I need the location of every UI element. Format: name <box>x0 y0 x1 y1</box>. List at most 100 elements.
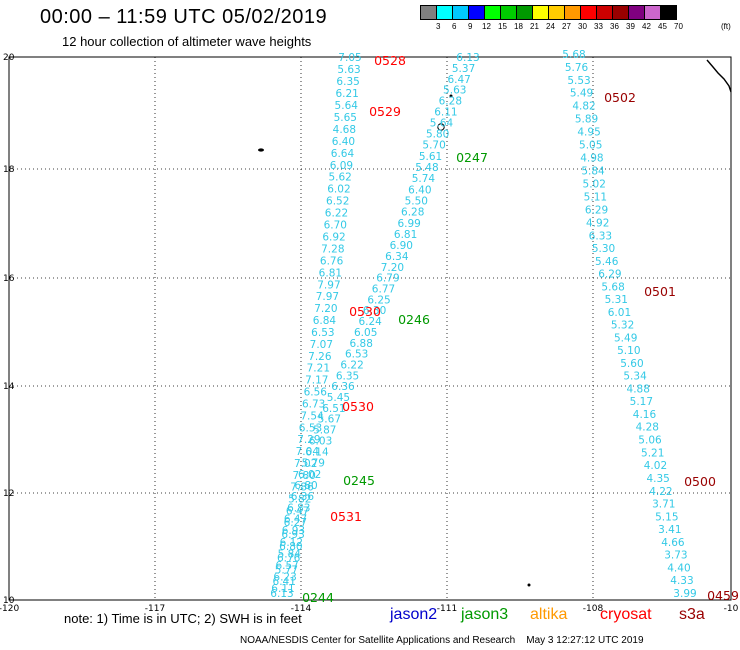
wave-height-value: 6.36 <box>291 491 315 503</box>
legend-tick: 18 <box>514 22 523 31</box>
wave-height-value: 6.24 <box>358 316 382 328</box>
pass-time-label: 0530 <box>342 399 374 414</box>
wave-height-value: 6.36 <box>331 381 355 393</box>
wave-height-value: 4.16 <box>633 409 657 421</box>
wave-height-value: 5.82 <box>288 494 311 506</box>
x-axis: -120 -117 -114 -111 -108 -10 <box>0 604 739 614</box>
wave-height-value: 7.28 <box>321 243 344 255</box>
wave-height-value: 4.82 <box>572 101 595 113</box>
wave-height-value: 6.35 <box>336 370 359 382</box>
wave-height-value: 5.48 <box>415 162 438 174</box>
coastline-path <box>706 59 732 93</box>
wave-height-value: 6.56 <box>304 387 328 399</box>
wave-height-value: 6.76 <box>277 553 301 565</box>
pass-time-label: 0244 <box>302 590 334 605</box>
wave-height-value: 7.17 <box>305 375 328 387</box>
wave-height-value: 6.41 <box>273 576 296 588</box>
wave-height-value: 5.64 <box>430 117 454 129</box>
wave-height-value: 6.22 <box>325 208 348 220</box>
y-tick-label: 10 <box>3 596 15 606</box>
legend-tick: 70 <box>674 22 683 31</box>
mission-label: jason3 <box>461 606 509 623</box>
island <box>437 123 445 131</box>
wave-height-value: 5.15 <box>655 511 678 523</box>
pass-time-label: 0459 <box>707 588 739 603</box>
y-tick-label: 14 <box>3 382 15 392</box>
wave-height-value: 6.52 <box>326 196 349 208</box>
wave-height-value: 6.47 <box>284 514 307 526</box>
pass-time-label: 0245 <box>343 473 375 488</box>
legend-tick: 39 <box>626 22 635 31</box>
wave-height-value: 6.23 <box>273 571 296 583</box>
wave-height-value: 6.90 <box>390 240 413 252</box>
wave-height-value: 3.99 <box>673 588 696 600</box>
y-axis: 20 18 16 14 12 10 <box>3 53 15 606</box>
mission-label: altika <box>530 606 568 623</box>
wave-height-value: 7.54 <box>300 410 324 422</box>
legend-tick: 30 <box>578 22 587 31</box>
pass-time-label: 0247 <box>456 150 488 165</box>
wave-height-value: 6.81 <box>319 267 342 279</box>
wave-height-value: 7.86 <box>290 482 314 494</box>
wave-height-value: 5.17 <box>630 396 653 408</box>
wave-height-value: 5.05 <box>579 139 602 151</box>
track-a: 7.055.636.356.215.645.654.686.406.646.09… <box>270 52 361 600</box>
wave-height-value: 4.68 <box>333 124 356 136</box>
wave-height-value: 7.97 <box>316 291 339 303</box>
wave-height-value: 7.20 <box>314 303 337 315</box>
x-tick-label: -111 <box>437 604 457 614</box>
legend-tick: 24 <box>546 22 555 31</box>
wave-height-value: 6.93 <box>281 529 304 541</box>
wave-height-value: 5.60 <box>620 358 643 370</box>
wave-height-value: 5.68 <box>601 281 624 293</box>
wave-height-value: 6.53 <box>345 349 368 361</box>
wave-height-value: 5.30 <box>592 243 615 255</box>
coastline <box>258 59 732 587</box>
legend-tick: 3 <box>436 22 441 31</box>
mission-label: jason2 <box>390 606 438 623</box>
wave-height-value: 6.76 <box>320 255 344 267</box>
wave-height-value: 7.80 <box>292 470 315 482</box>
legend-tick: 27 <box>562 22 571 31</box>
legend-tick: 36 <box>610 22 619 31</box>
y-tick-label: 20 <box>3 53 15 63</box>
wave-height-value: 7.97 <box>317 279 340 291</box>
pass-labels: 0528 0529 0530 0530 0531 0247 0246 0245 0244 0502… <box>302 53 739 605</box>
wave-height-value: 4.95 <box>577 126 600 138</box>
x-tick-label: -108 <box>583 604 604 614</box>
wave-height-value: 6.77 <box>372 283 395 295</box>
wave-height-value: 6.12 <box>280 537 303 549</box>
map-grid <box>9 57 731 600</box>
wave-height-value: 5.50 <box>405 196 428 208</box>
wave-height-value: 6.02 <box>327 184 350 196</box>
wave-height-value: 4.66 <box>661 537 685 549</box>
track-c: 5.685.765.535.494.825.894.955.054.985.84… <box>562 49 696 600</box>
wave-height-value: 5.67 <box>318 414 341 426</box>
track-b: 6.135.376.475.636.286.115.645.805.705.61… <box>271 52 479 595</box>
wave-height-value: 6.03 <box>309 435 332 447</box>
wave-height-value: 6.79 <box>376 273 399 285</box>
wave-height-value: 6.51 <box>322 403 345 415</box>
wave-height-value: 4.40 <box>667 562 690 574</box>
wave-height-value: 5.02 <box>583 178 606 190</box>
legend-tick: 15 <box>498 22 507 31</box>
legend-tick: 6 <box>452 22 457 31</box>
pass-time-label: 0529 <box>369 104 401 119</box>
page-subtitle: 12 hour collection of altimeter wave hei… <box>62 34 312 49</box>
pass-time-label: 0528 <box>374 53 406 68</box>
wave-height-value: 6.40 <box>408 184 431 196</box>
wave-height-value: 3.73 <box>664 550 687 562</box>
legend-tick: 9 <box>468 22 473 31</box>
wave-height-value: 5.84 <box>278 548 302 560</box>
island <box>449 94 453 98</box>
wave-height-value: 6.11 <box>271 583 294 595</box>
wave-height-value: 6.33 <box>589 231 612 243</box>
island <box>258 148 264 152</box>
legend-tick: 33 <box>594 22 603 31</box>
wave-height-value: 4.98 <box>580 152 603 164</box>
wave-height-value: 3.41 <box>658 524 681 536</box>
wave-height-value: 6.47 <box>286 505 309 517</box>
wave-height-value: 6.09 <box>330 160 353 172</box>
wave-height-value: 6.22 <box>340 359 363 371</box>
